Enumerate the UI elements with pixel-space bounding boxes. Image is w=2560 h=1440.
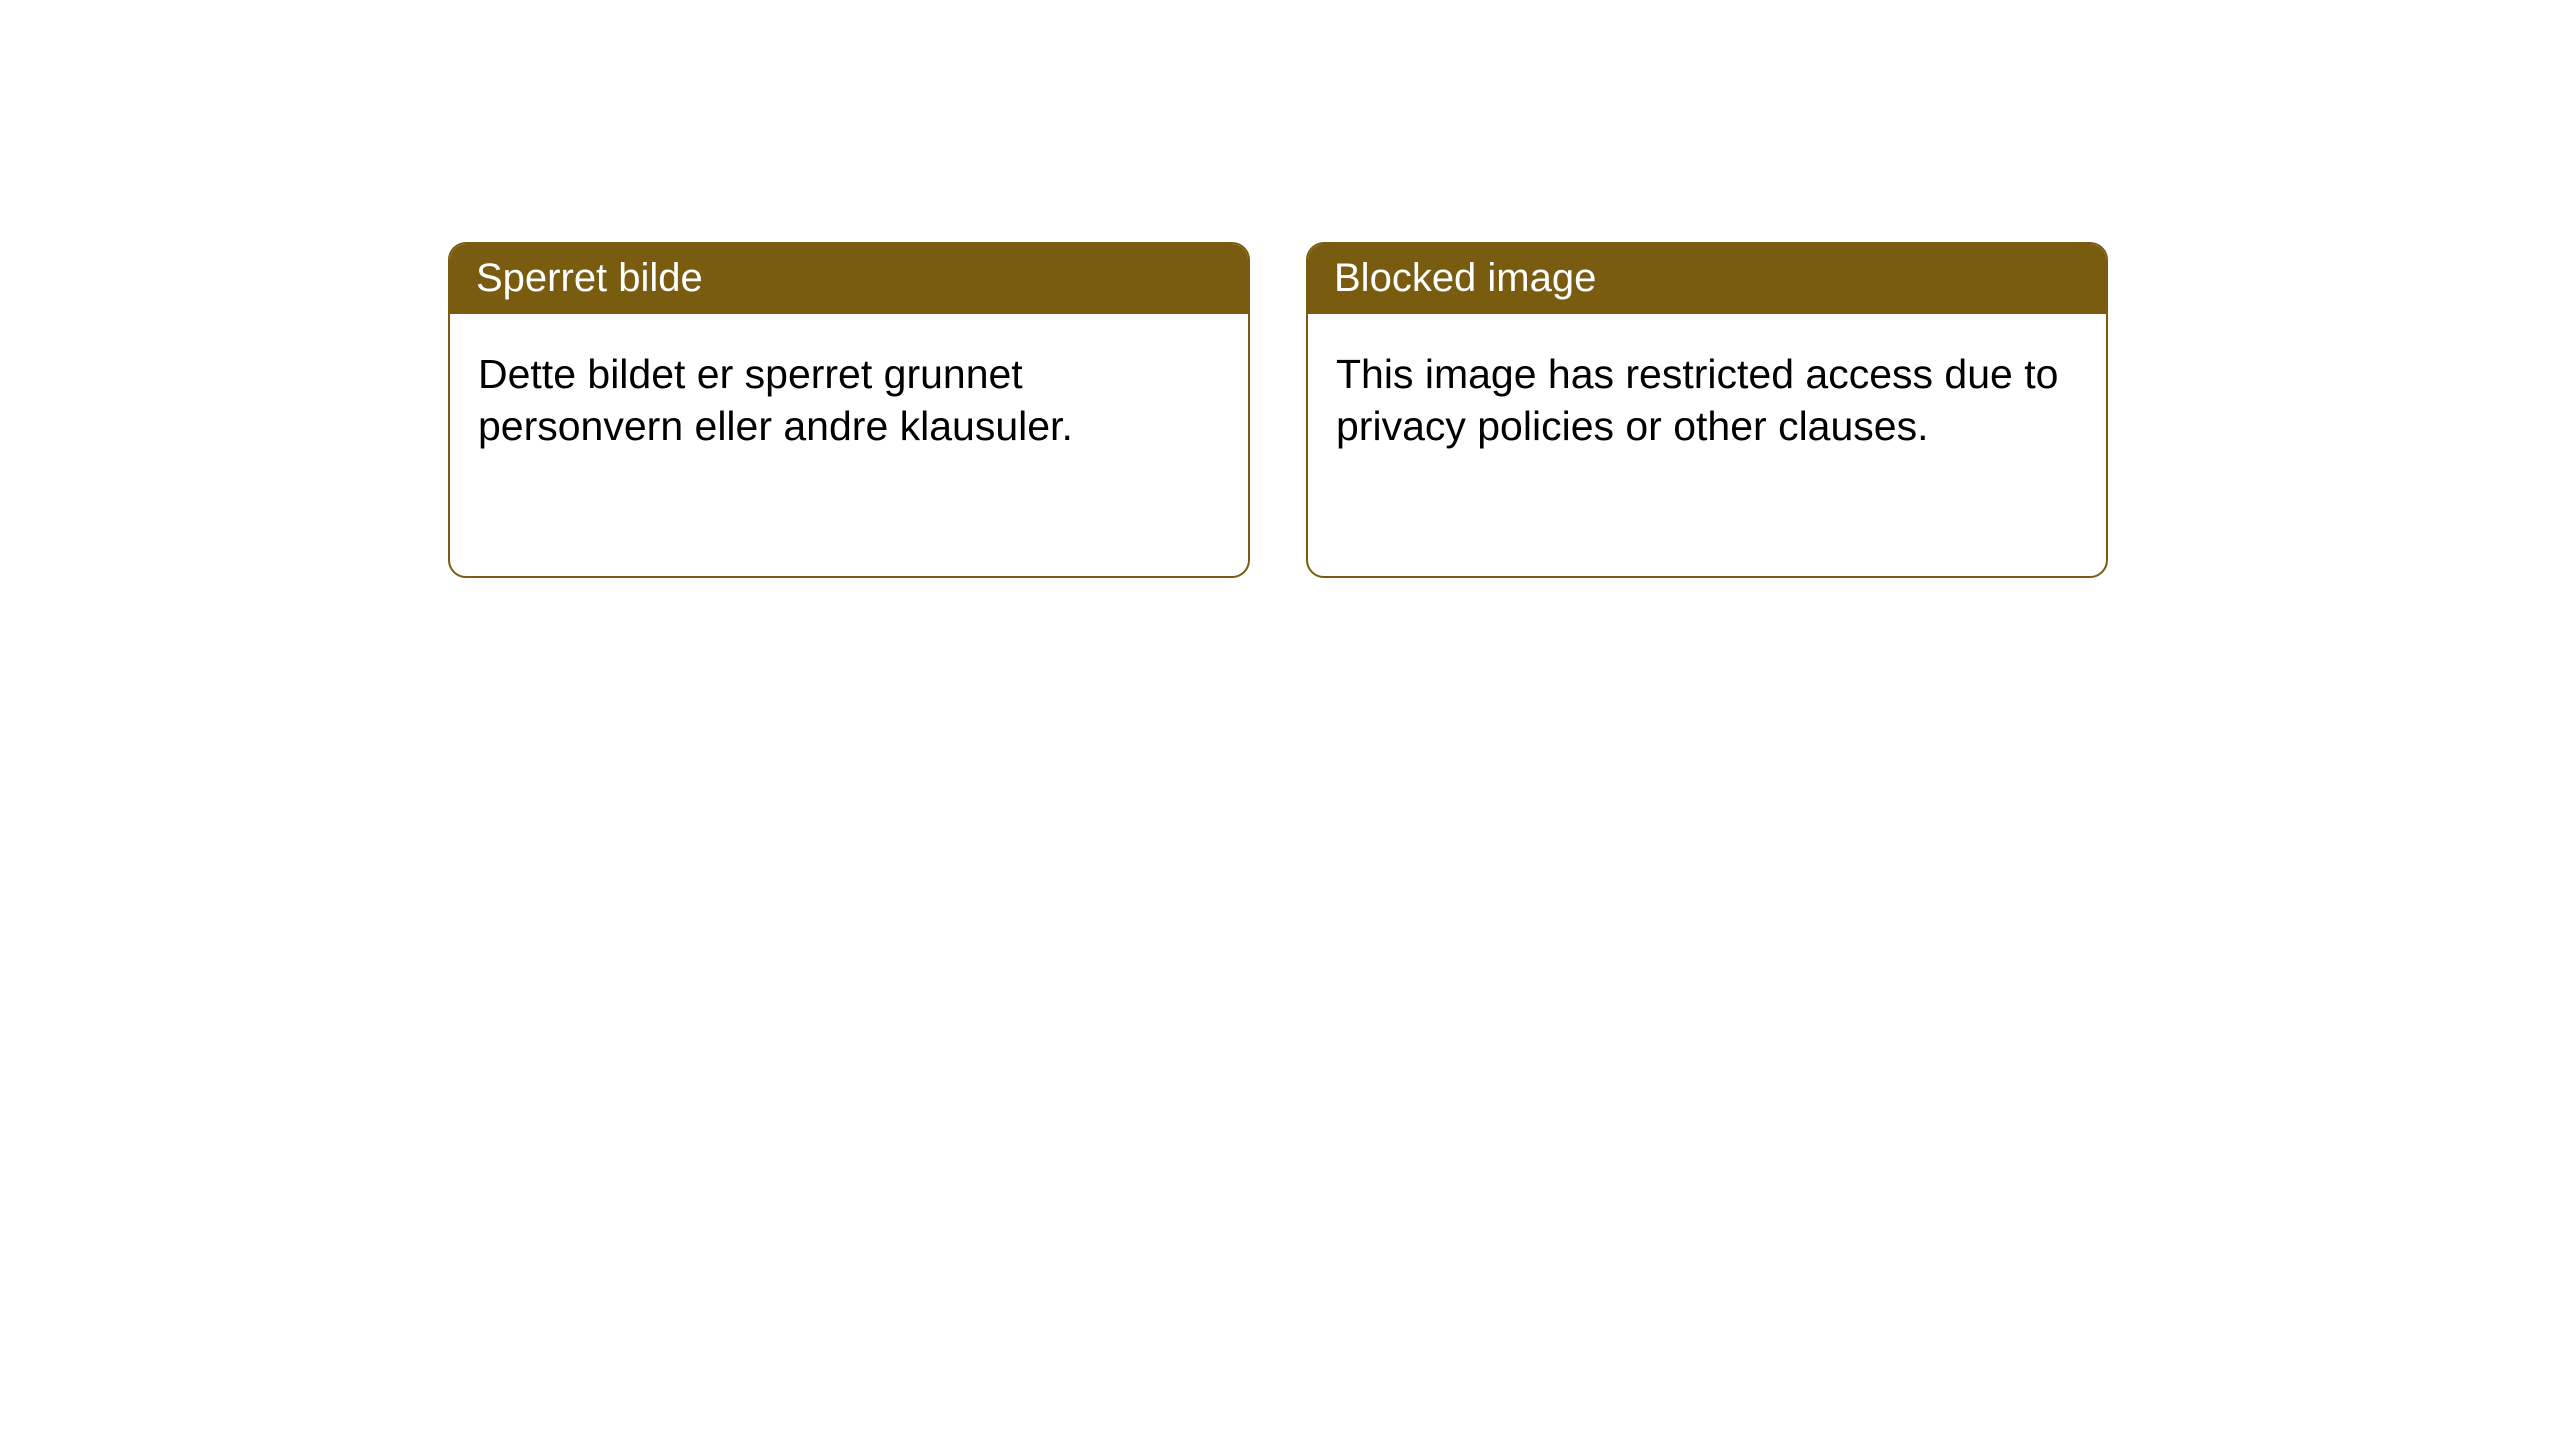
blocked-image-card-english: Blocked image This image has restricted …	[1306, 242, 2108, 578]
card-header: Sperret bilde	[450, 244, 1248, 314]
card-body: This image has restricted access due to …	[1308, 314, 2106, 481]
card-body: Dette bildet er sperret grunnet personve…	[450, 314, 1248, 481]
card-header: Blocked image	[1308, 244, 2106, 314]
notice-container: Sperret bilde Dette bildet er sperret gr…	[0, 0, 2560, 578]
blocked-image-card-norwegian: Sperret bilde Dette bildet er sperret gr…	[448, 242, 1250, 578]
